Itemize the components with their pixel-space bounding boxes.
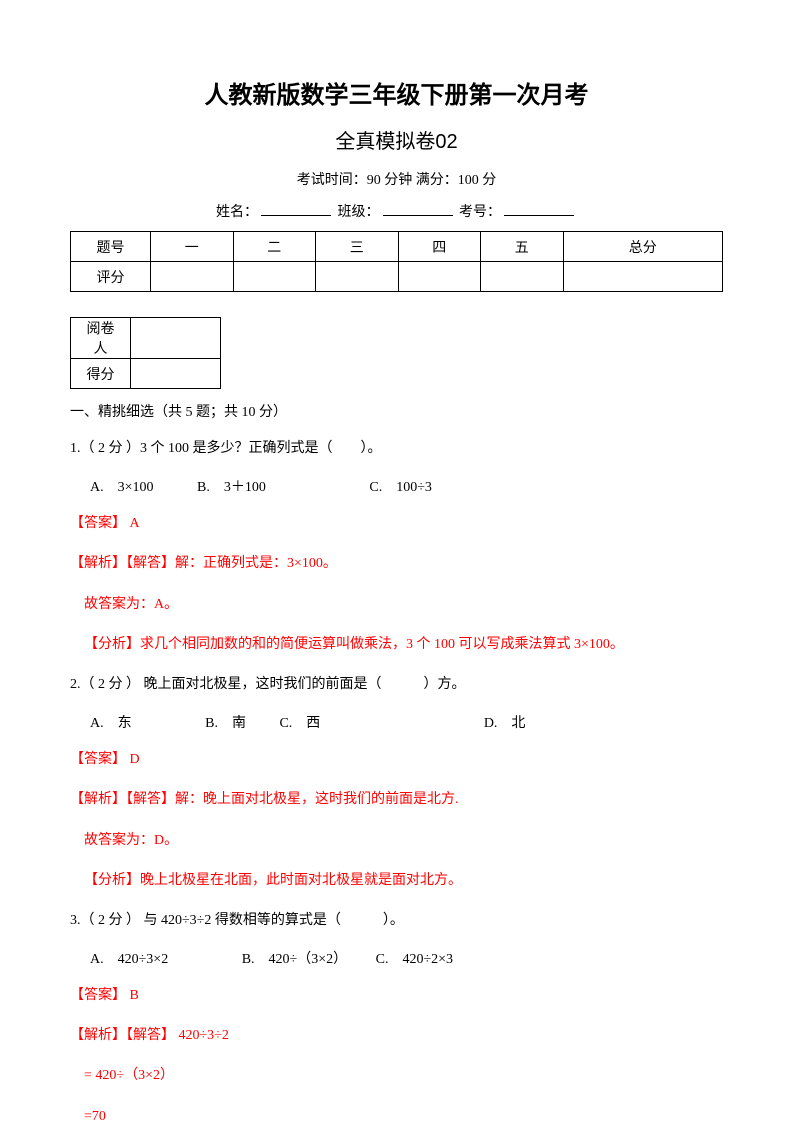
analysis-1-2: 故答案为：A。 <box>70 592 723 617</box>
score-obtained-label: 得分 <box>71 359 131 389</box>
option-a: A. 东 <box>90 712 132 732</box>
score-cell <box>316 262 399 292</box>
score-label: 评分 <box>71 262 151 292</box>
score-cell <box>563 262 723 292</box>
question-3-options: A. 420÷3×2 B. 420÷（3×2） C. 420÷2×3 <box>70 948 723 968</box>
score-obtained-value <box>131 359 221 389</box>
table-row: 题号 一 二 三 四 五 总分 <box>71 232 723 262</box>
analysis-1-3: 【分析】求几个相同加数的和的简便运算叫做乘法，3 个 100 可以写成乘法算式 … <box>70 632 723 657</box>
table-row: 评分 <box>71 262 723 292</box>
calc-3-2: =70 <box>70 1104 723 1129</box>
col-4: 四 <box>398 232 481 262</box>
answer-3: 【答案】 B <box>70 983 723 1008</box>
table-row: 阅卷人 <box>71 318 221 359</box>
name-blank <box>261 215 331 216</box>
class-blank <box>383 215 453 216</box>
score-cell <box>151 262 234 292</box>
name-label: 姓名： <box>216 205 258 220</box>
analysis-3-1: 【解析】【解答】 420÷3÷2 <box>70 1023 723 1048</box>
class-label: 班级： <box>338 205 380 220</box>
score-cell <box>481 262 564 292</box>
calc-3-1: = 420÷（3×2） <box>70 1063 723 1088</box>
option-b: B. 南 <box>205 712 246 732</box>
score-cell <box>233 262 316 292</box>
answer-1: 【答案】 A <box>70 511 723 536</box>
answer-2: 【答案】 D <box>70 747 723 772</box>
score-table: 题号 一 二 三 四 五 总分 评分 <box>70 231 723 292</box>
exam-subtitle: 全真模拟卷02 <box>70 125 723 154</box>
question-3: 3.（ 2 分 ） 与 420÷3÷2 得数相等的算式是（ ）。 <box>70 908 723 933</box>
exam-title: 人教新版数学三年级下册第一次月考 <box>70 75 723 110</box>
analysis-2-2: 故答案为：D。 <box>70 828 723 853</box>
analysis-1-1: 【解析】【解答】解：正确列式是：3×100。 <box>70 551 723 576</box>
question-no-label: 题号 <box>71 232 151 262</box>
option-b: B. 3＋100 <box>197 476 266 496</box>
exam-info: 考试时间：90 分钟 满分：100 分 <box>70 169 723 189</box>
reviewer-label: 阅卷人 <box>71 318 131 359</box>
analysis-2-1: 【解析】【解答】解：晚上面对北极星，这时我们的前面是北方. <box>70 787 723 812</box>
reviewer-table: 阅卷人 得分 <box>70 317 221 389</box>
student-info: 姓名： 班级： 考号： <box>70 201 723 221</box>
col-3: 三 <box>316 232 399 262</box>
section-header: 一、精挑细选（共 5 题；共 10 分） <box>70 401 723 421</box>
question-1-options: A. 3×100 B. 3＋100 C. 100÷3 <box>70 476 723 496</box>
reviewer-value <box>131 318 221 359</box>
option-a: A. 420÷3×2 <box>90 948 168 968</box>
analysis-2-3: 【分析】晚上北极星在北面，此时面对北极星就是面对北方。 <box>70 868 723 893</box>
option-a: A. 3×100 <box>90 476 154 496</box>
question-1: 1.（ 2 分 ）3 个 100 是多少？正确列式是（ ）。 <box>70 436 723 461</box>
question-2-options: A. 东 B. 南 C. 西 D. 北 <box>70 712 723 732</box>
option-c: C. 420÷2×3 <box>376 948 453 968</box>
col-1: 一 <box>151 232 234 262</box>
examno-label: 考号： <box>459 205 501 220</box>
option-c: C. 西 <box>279 712 320 732</box>
col-total: 总分 <box>563 232 723 262</box>
examno-blank <box>504 215 574 216</box>
option-b: B. 420÷（3×2） <box>242 948 347 968</box>
option-c: C. 100÷3 <box>369 476 432 496</box>
col-2: 二 <box>233 232 316 262</box>
option-d: D. 北 <box>484 712 526 732</box>
col-5: 五 <box>481 232 564 262</box>
score-cell <box>398 262 481 292</box>
question-2: 2.（ 2 分 ） 晚上面对北极星，这时我们的前面是（ ）方。 <box>70 672 723 697</box>
table-row: 得分 <box>71 359 221 389</box>
